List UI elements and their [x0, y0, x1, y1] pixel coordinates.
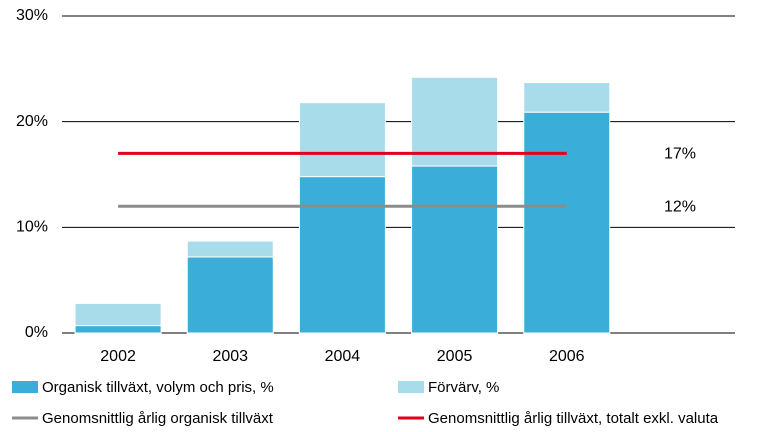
y-tick-label: 10%: [16, 219, 48, 236]
bar-segment: [186, 256, 274, 334]
bar-segment: [298, 176, 386, 334]
x-tick-label: 2005: [437, 348, 473, 365]
bar-segment: [523, 82, 611, 113]
y-tick-label: 0%: [25, 324, 48, 341]
legend-swatch: [12, 381, 38, 393]
y-tick-label: 20%: [16, 113, 48, 130]
legend-swatch: [398, 381, 424, 393]
bar-segment: [74, 325, 162, 334]
legend-label: Organisk tillväxt, volym och pris, %: [42, 379, 274, 396]
bar-segment: [74, 302, 162, 327]
value-label: 17%: [664, 146, 696, 163]
x-tick-label: 2002: [100, 348, 136, 365]
legend-label: Genomsnittlig årlig tillväxt, totalt exk…: [428, 410, 719, 427]
legend-label: Förvärv, %: [428, 379, 499, 396]
x-tick-label: 2004: [325, 348, 361, 365]
value-label: 12%: [664, 198, 696, 215]
bar-segment: [186, 240, 274, 258]
y-tick-label: 30%: [16, 7, 48, 24]
bar-segment: [411, 76, 499, 167]
bar-segment: [523, 111, 611, 334]
bar-segment: [411, 165, 499, 334]
x-tick-label: 2006: [549, 348, 585, 365]
bar-segment: [298, 102, 386, 178]
legend-label: Genomsnittlig årlig organisk tillväxt: [42, 410, 274, 427]
x-tick-label: 2003: [212, 348, 248, 365]
